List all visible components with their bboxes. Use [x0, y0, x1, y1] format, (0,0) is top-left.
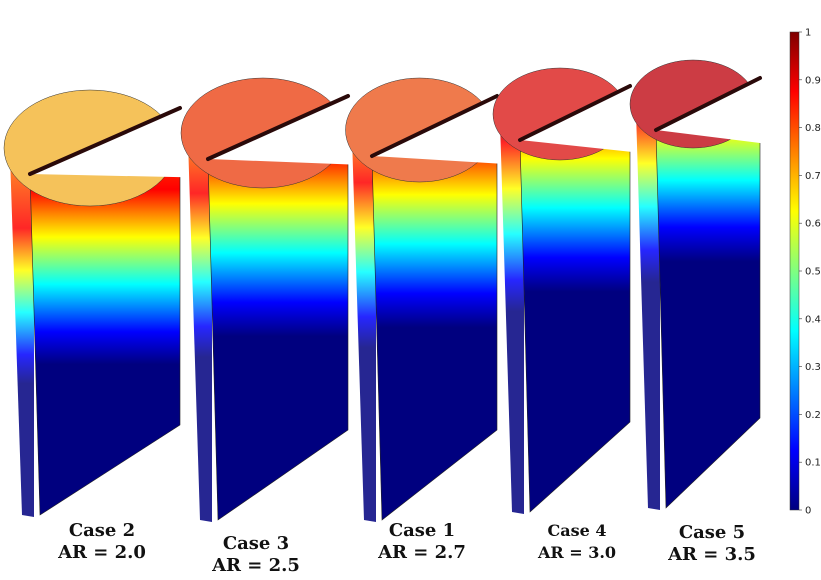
side-face: [352, 138, 376, 522]
inlet-rod: [654, 76, 762, 132]
cylinder-case-2: [180, 46, 388, 522]
case-label-2: Case 3 AR = 2.5: [196, 533, 316, 577]
cap-cut: [30, 58, 220, 178]
case-label-3: Case 1 AR = 2.7: [362, 520, 482, 564]
colorbar-tick-label: 0.9: [805, 75, 821, 86]
case-ar: AR = 3.0: [537, 543, 617, 562]
cylinder-case-5: [629, 28, 800, 510]
case-label-4: Case 4 AR = 3.0: [517, 520, 637, 564]
case-name: Case 2: [68, 520, 136, 541]
case-label-1: Case 2 AR = 2.0: [42, 520, 162, 564]
cap-cut: [208, 46, 388, 166]
colorbar-gradient: [789, 31, 800, 511]
case-ar: AR = 3.5: [668, 544, 756, 565]
colorbar-tick-label: 0.7: [805, 171, 821, 182]
colorbar-tick-label: 0.4: [805, 314, 821, 325]
inlet-rod: [28, 106, 182, 176]
side-face: [188, 141, 212, 522]
cap-cut: [520, 36, 670, 156]
case-name: Case 5: [678, 522, 746, 543]
cylinder-case-3: [345, 46, 537, 522]
colorbar-tick-label: 0.8: [805, 123, 821, 134]
case-ar: AR = 2.7: [378, 542, 466, 563]
case-ar: AR = 2.0: [58, 542, 146, 563]
case-name: Case 1: [388, 520, 456, 541]
inlet-rod: [370, 94, 499, 158]
colorbar-tick-label: 0.1: [805, 458, 821, 469]
colorbar: 1 0.9 0.8 0.7 0.6 0.5 0.4 0.3 0.2 0.1 0: [789, 28, 821, 517]
cylinder-case-4: [492, 36, 670, 514]
colorbar-tick-label: 0.2: [805, 410, 821, 421]
colorbar-tick-label: 0.6: [805, 219, 821, 230]
inlet-rod: [206, 94, 350, 161]
case-ar: AR = 2.5: [212, 555, 300, 576]
colorbar-tick-label: 0.3: [805, 362, 821, 373]
side-face: [500, 122, 524, 514]
side-face: [10, 156, 34, 517]
cap-cut: [372, 46, 537, 166]
inlet-rod: [518, 84, 632, 142]
case-label-5: Case 5 AR = 3.5: [652, 522, 772, 566]
cylinder-case-1: [3, 58, 220, 517]
case-name: Case 4: [547, 521, 607, 540]
colorbar-tick-label: 0: [805, 506, 811, 517]
side-face: [636, 112, 660, 510]
colorbar-tick-label: 0.5: [805, 267, 821, 278]
colorbar-tick-label: 1: [805, 28, 811, 39]
case-name: Case 3: [222, 533, 290, 554]
cap-cut: [656, 28, 800, 148]
